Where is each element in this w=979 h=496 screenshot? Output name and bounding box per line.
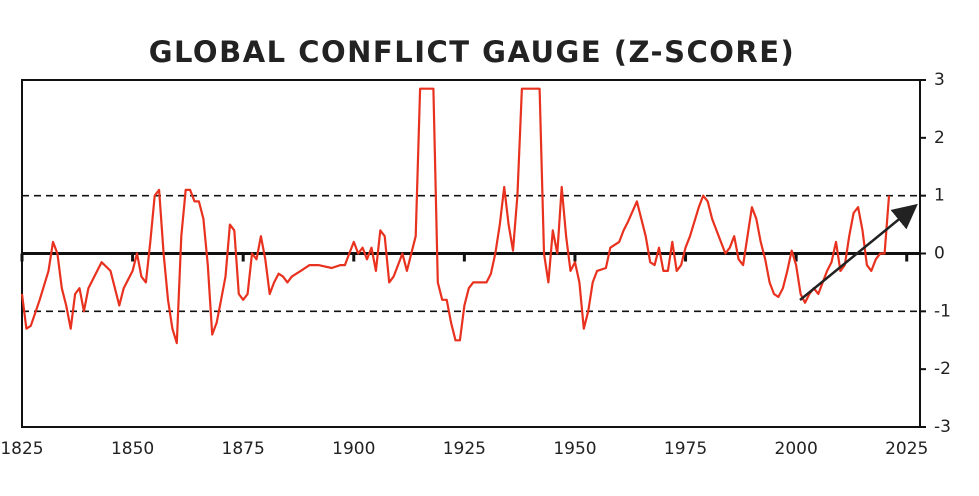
x-tick-label: 1925 [443, 439, 486, 459]
y-tick-label: -3 [934, 417, 951, 437]
plot-area: 3 2 1 0 -1 -2 -3 1825 1850 1875 1900 1925 1950 1975 20… [0, 70, 951, 459]
y-tick-label: -1 [934, 301, 951, 321]
y-tick-label: 3 [934, 70, 945, 90]
x-tick-label: 1825 [0, 439, 43, 459]
y-tick-label: 2 [934, 128, 945, 148]
trend-arrow [799, 203, 918, 301]
x-tick-label: 1875 [222, 439, 265, 459]
x-tick-label: 2000 [775, 439, 818, 459]
x-tick-label: 2025 [885, 439, 928, 459]
y-tick-label: -2 [934, 359, 951, 379]
y-tick-label: 1 [934, 186, 945, 206]
y-tick-label: 0 [934, 244, 945, 264]
x-tick-label: 1900 [332, 439, 375, 459]
data-line [20, 87, 891, 345]
x-tick-label: 1950 [553, 439, 596, 459]
x-tick-label: 1850 [111, 439, 154, 459]
x-tick-label: 1975 [664, 439, 707, 459]
chart-title: GLOBAL CONFLICT GAUGE (Z-SCORE) [149, 35, 796, 69]
